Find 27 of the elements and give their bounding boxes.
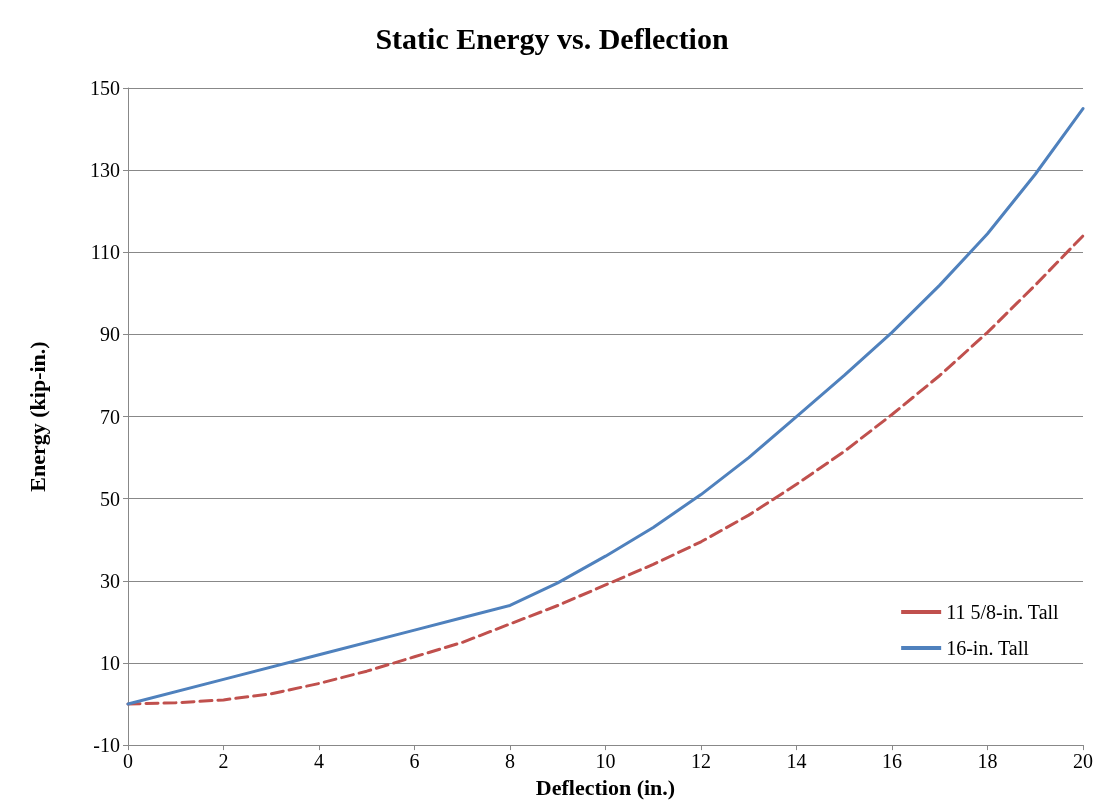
y-tick-label: 90 — [100, 323, 120, 346]
chart-title: Static Energy vs. Deflection — [375, 21, 729, 55]
x-tick-label: 10 — [595, 750, 616, 773]
x-tick-label: 8 — [505, 750, 515, 773]
legend-label: 11 5/8-in. Tall — [946, 601, 1060, 623]
x-tick-label: 6 — [409, 750, 420, 773]
x-tick-label: 18 — [977, 750, 998, 773]
y-tick-label: 110 — [90, 241, 120, 264]
x-tick-label: 2 — [218, 750, 229, 773]
y-tick-label: -10 — [93, 734, 120, 757]
y-tick-label: 70 — [100, 405, 120, 428]
y-tick-label: 150 — [90, 77, 120, 99]
x-tick-label: 14 — [786, 750, 807, 773]
x-tick-label: 20 — [1073, 750, 1093, 773]
line-series — [126, 107, 1085, 706]
y-tick-label: 50 — [100, 487, 120, 510]
y-tick-label: 10 — [100, 651, 120, 674]
legend-label: 16-in. Tall — [946, 637, 1030, 659]
y-tick-label: 30 — [100, 569, 120, 592]
x-axis-title: Deflection (in.) — [535, 774, 676, 800]
line-series — [126, 234, 1085, 706]
x-tick-label: 16 — [882, 750, 902, 773]
x-tick-label: 0 — [123, 750, 133, 773]
x-tick-label: 4 — [314, 750, 324, 773]
y-axis-title: Energy (kip-in.) — [24, 341, 50, 492]
x-tick-label: 12 — [691, 750, 711, 773]
y-tick-label: 130 — [90, 159, 120, 182]
